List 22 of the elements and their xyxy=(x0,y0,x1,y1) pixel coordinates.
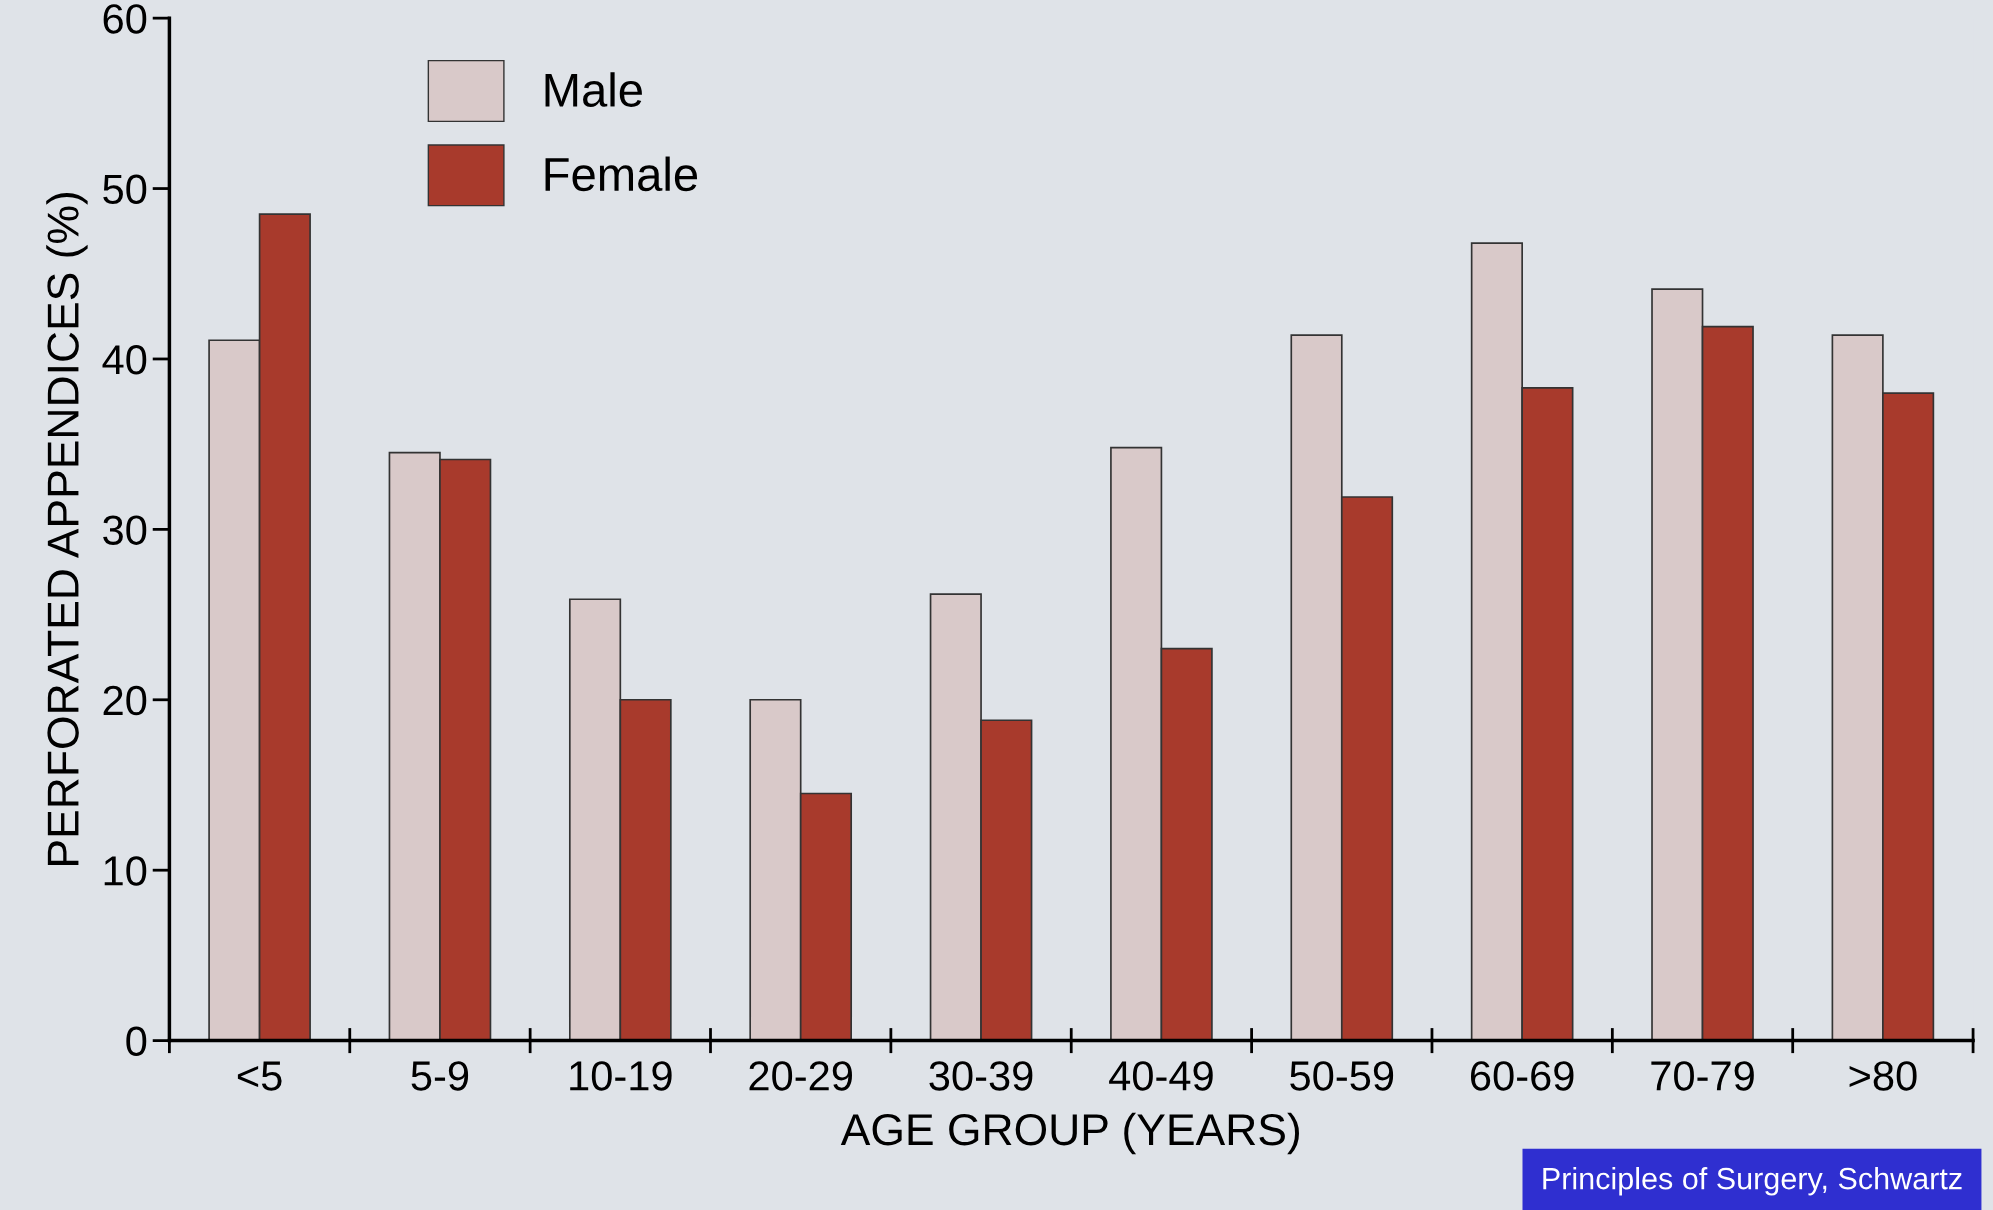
x-tick-label: 10-19 xyxy=(570,1061,672,1091)
y-tick-label: 40 xyxy=(102,344,147,375)
y-tick-label: 10 xyxy=(104,856,147,886)
x-axis-title: AGE GROUP (YEARS) xyxy=(840,1112,1299,1155)
x-tick-label: 5-9 xyxy=(411,1061,469,1091)
y-axis-title: PERFORATED APPENDICES (%) xyxy=(46,192,88,865)
x-tick-label: 20-29 xyxy=(749,1061,852,1091)
x-tick-label: 40-49 xyxy=(1109,1061,1213,1091)
y-tick-label: 50 xyxy=(103,174,147,205)
y-tick-label: 20 xyxy=(103,685,147,716)
x-tick-label: 30-39 xyxy=(929,1061,1033,1091)
y-tick-label: 60 xyxy=(103,4,147,34)
x-tick-label: <5 xyxy=(237,1061,282,1091)
legend-label: Female xyxy=(545,156,698,192)
text: Principles of Surgery, Schwartz xyxy=(1543,1167,1962,1196)
y-tick-label: 0 xyxy=(126,1026,147,1057)
x-tick-label: 50-59 xyxy=(1290,1061,1394,1091)
x-tick-label: 60-69 xyxy=(1470,1061,1574,1091)
y-tick-label: 30 xyxy=(103,515,147,545)
legend-label: Male xyxy=(545,72,642,107)
x-tick-label: >80 xyxy=(1849,1061,1917,1091)
x-tick-label: 70-79 xyxy=(1651,1061,1754,1091)
